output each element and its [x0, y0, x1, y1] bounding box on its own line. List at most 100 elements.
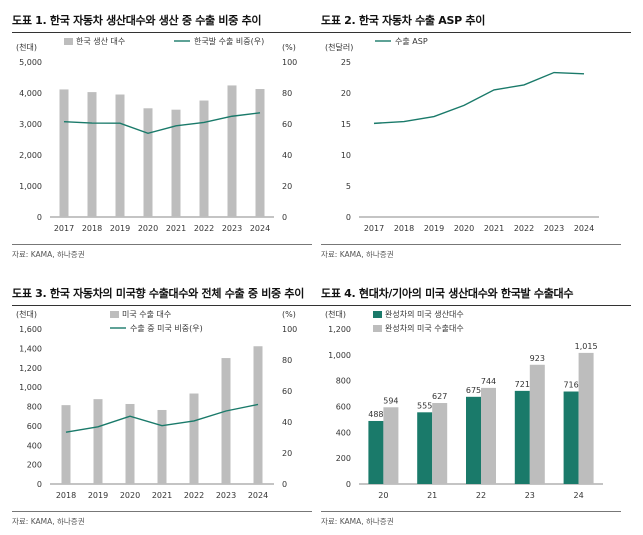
y2-tick-label: 20	[282, 182, 292, 191]
series-line	[63, 112, 261, 135]
y-tick-label: 800	[336, 377, 351, 386]
y-tick-label: 15	[341, 120, 351, 129]
chart-svg-export-asp: (천달러) 0 5 10 15 20 25 2017 2018 2019 2020 2021 2022 2…	[325, 36, 599, 233]
x-tick-label: 21	[427, 491, 437, 500]
x-tick-label: 2023	[216, 491, 236, 500]
y2-tick-label: 0	[282, 213, 287, 222]
y-tick-label: 0	[37, 480, 42, 489]
chart-source: 자료: KAMA, 하나증권	[12, 511, 312, 527]
data-label: 488	[368, 410, 383, 419]
x-tick-label: 2018	[82, 224, 102, 233]
legend-label: 수출 중 미국 비중(우)	[130, 323, 203, 333]
chart-title: 도표 4. 현대차/기아의 미국 생산대수와 한국발 수출대수	[321, 283, 631, 306]
x-tick-label: 2018	[56, 491, 76, 500]
legend-swatch	[373, 311, 382, 318]
y-tick-label: 200	[336, 454, 351, 463]
x-tick-label: 2022	[184, 491, 204, 500]
bar-1	[563, 391, 579, 484]
y-tick-label: 3,000	[19, 120, 42, 129]
y-tick-label: 5,000	[19, 58, 42, 67]
data-label: 744	[481, 377, 496, 386]
bar-1	[93, 399, 103, 484]
bar-2	[432, 403, 448, 484]
y2-tick-label: 80	[282, 89, 292, 98]
y2-axis-unit-label: (%)	[282, 310, 296, 319]
data-label: 716	[563, 381, 578, 390]
x-tick-label: 2023	[544, 224, 564, 233]
y-axis-unit-label: (천대)	[325, 309, 346, 319]
x-tick-label: 22	[476, 491, 486, 500]
legend-swatch	[373, 325, 382, 332]
x-tick-label: 23	[525, 491, 535, 500]
x-tick-label: 24	[574, 491, 584, 500]
x-tick-label: 2022	[514, 224, 534, 233]
x-tick-label: 2017	[364, 224, 384, 233]
bar-1	[143, 108, 153, 217]
y-tick-label: 20	[341, 89, 351, 98]
y-tick-label: 400	[27, 441, 42, 450]
x-tick-label: 2020	[120, 491, 140, 500]
y-tick-label: 1,200	[328, 325, 351, 334]
bar-2	[481, 387, 496, 484]
bar-1	[87, 92, 97, 217]
y-tick-label: 1,400	[19, 344, 42, 353]
y-tick-label: 200	[27, 461, 42, 470]
y-tick-label: 400	[336, 428, 351, 437]
y-tick-label: 600	[336, 403, 351, 412]
y2-tick-label: 0	[282, 480, 287, 489]
bar-2	[529, 364, 545, 484]
x-tick-label: 2024	[250, 224, 270, 233]
y2-tick-label: 40	[282, 151, 292, 160]
y-tick-label: 5	[346, 182, 351, 191]
x-tick-label: 2024	[248, 491, 268, 500]
x-tick-label: 2019	[424, 224, 444, 233]
bar-2	[578, 352, 594, 484]
x-tick-label: 2017	[54, 224, 74, 233]
chart-title: 도표 2. 한국 자동차 수출 ASP 추이	[321, 10, 631, 33]
y-axis-unit-label: (천대)	[16, 309, 37, 319]
bar-1	[417, 412, 433, 484]
y-tick-label: 0	[37, 213, 42, 222]
legend-label: 완성차의 미국 생산대수	[385, 309, 464, 319]
legend-label: 미국 수출 대수	[122, 309, 171, 319]
bar-1	[59, 89, 69, 217]
bar-1	[61, 405, 71, 484]
y2-tick-label: 80	[282, 356, 292, 365]
x-tick-label: 2023	[222, 224, 242, 233]
data-label: 1,015	[575, 342, 598, 351]
bar-1	[227, 85, 237, 217]
bar-1	[466, 396, 481, 484]
y-tick-label: 10	[341, 151, 351, 160]
y-tick-label: 1,600	[19, 325, 42, 334]
x-tick-label: 2020	[138, 224, 158, 233]
x-tick-label: 2021	[152, 491, 172, 500]
x-tick-label: 20	[378, 491, 388, 500]
bar-1	[255, 89, 265, 217]
y2-tick-label: 100	[282, 58, 297, 67]
legend-label: 완성차의 미국 수출대수	[385, 323, 464, 333]
bar-1	[221, 358, 231, 484]
data-label: 675	[466, 386, 481, 395]
chart-panel-1: 도표 1. 한국 자동차 생산대수와 생산 중 수출 비중 추이 (천대) (%)…	[12, 10, 322, 259]
legend-label: 한국 생산 대수	[76, 36, 125, 46]
y-tick-label: 0	[346, 213, 351, 222]
y-tick-label: 1,000	[328, 351, 351, 360]
y-tick-label: 2,000	[19, 151, 42, 160]
y-tick-label: 1,000	[19, 182, 42, 191]
x-tick-label: 2019	[88, 491, 108, 500]
chart-panel-2: 도표 2. 한국 자동차 수출 ASP 추이 (천달러) 0 5 10 15 20 25 20…	[321, 10, 631, 259]
data-label: 555	[417, 401, 432, 410]
y2-tick-label: 20	[282, 449, 292, 458]
y-axis-unit-label: (천대)	[16, 42, 37, 52]
x-tick-label: 2021	[484, 224, 504, 233]
bar-1	[514, 390, 530, 484]
chart-svg-hyundai-kia-us: (천대) 0 200 400 600 800 1,000 1,200 20 21 22 23 24 488…	[325, 309, 603, 500]
chart-svg-us-export: (천대) (%)02004006008001,0001,2001,4001,600…	[16, 309, 297, 500]
y-tick-label: 1,000	[19, 383, 42, 392]
bar-1	[157, 409, 167, 484]
y2-tick-label: 60	[282, 387, 292, 396]
chart-svg-production-export-share: (천대) (%) 0 1,000 2,000 3,000 4,000 5,000 0 20 40 60…	[16, 36, 297, 233]
bar-1	[115, 94, 125, 217]
data-label: 594	[383, 396, 398, 405]
